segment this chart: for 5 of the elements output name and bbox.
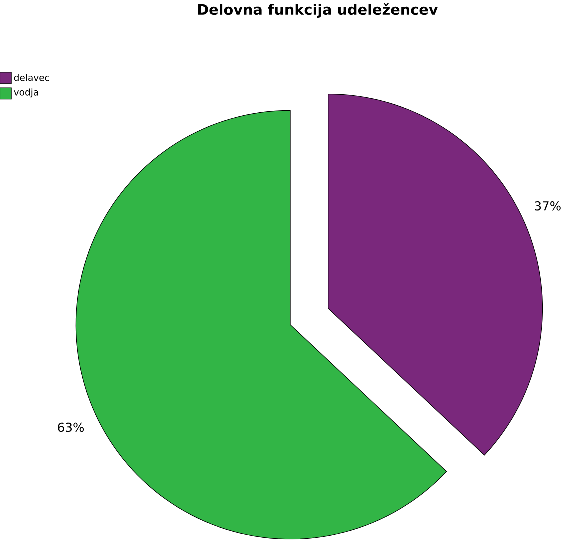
data-label: 63% — [58, 422, 84, 432]
data-label: 37% — [535, 202, 561, 211]
legend-label: vodja — [14, 88, 38, 98]
legend-label: delavec — [14, 74, 50, 82]
chart-title: Delovna funkcija udeležencev — [198, 4, 438, 18]
